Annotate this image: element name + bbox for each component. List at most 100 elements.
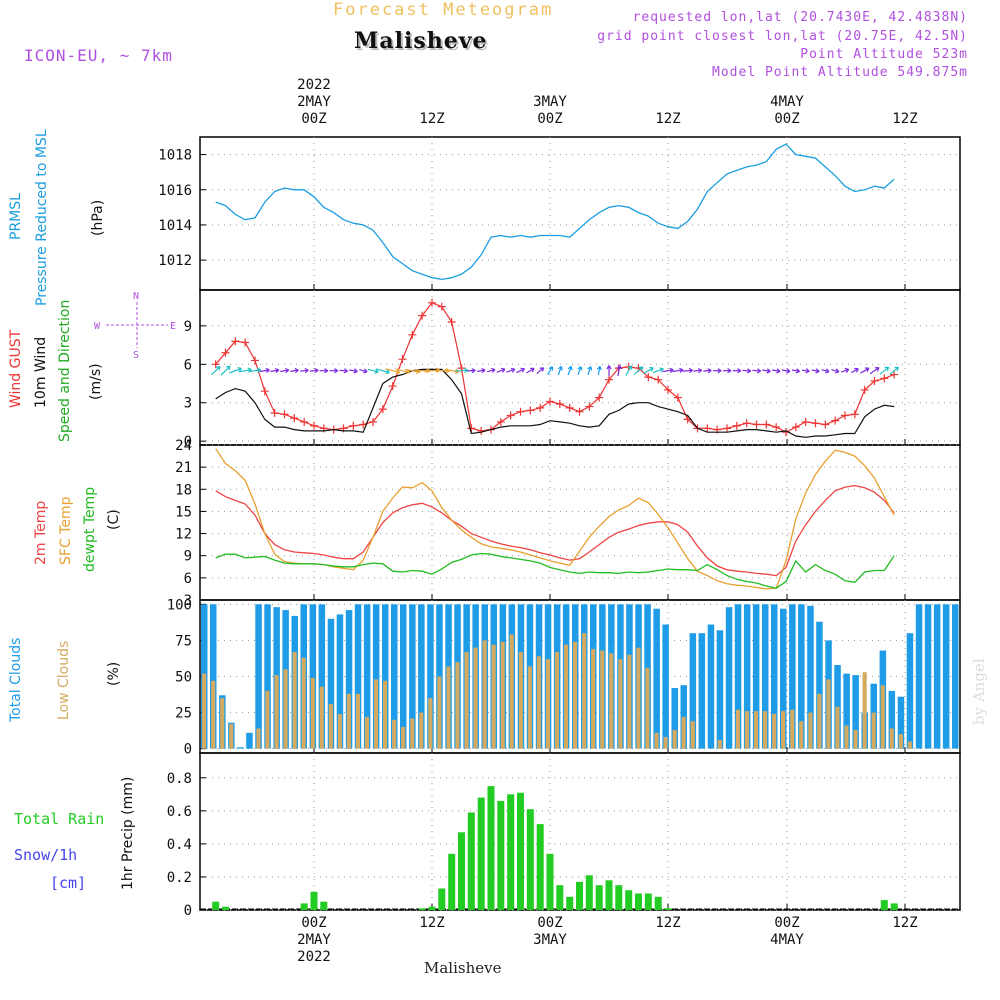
bottom-label-5: 12Z <box>892 915 918 931</box>
low-cloud-bar <box>808 712 813 749</box>
wind-arrow-head <box>314 367 319 374</box>
rain-bar <box>595 885 603 910</box>
wind-arrow-head <box>825 368 830 374</box>
wind-arrow <box>577 366 582 376</box>
total-cloud-bar <box>906 633 914 749</box>
wind-arrow-head <box>805 368 810 374</box>
gust-point <box>221 348 230 357</box>
rain-bar <box>576 881 583 910</box>
low-cloud-bar <box>799 721 804 749</box>
total-cloud-bar <box>725 607 733 749</box>
bottom-label-0: 00Z 2MAY 2022 <box>297 915 331 965</box>
low-cloud-bar <box>862 672 867 749</box>
rain-bar <box>467 812 475 910</box>
total-cloud-bar <box>662 624 669 749</box>
wind-arrow <box>455 369 468 372</box>
wind-arrow <box>467 369 476 372</box>
wind-arrow-head <box>363 368 368 374</box>
wind-arrow <box>300 369 309 372</box>
compass-icon: N S W E <box>92 290 182 361</box>
total-cloud-bar <box>816 621 823 749</box>
wind-arrow-head <box>746 368 752 374</box>
gust-point <box>526 406 535 415</box>
total-cloud-bar <box>318 604 326 749</box>
wind-arrow-head <box>463 367 469 374</box>
site-name: Malisheve <box>354 28 488 54</box>
gust-point <box>506 411 515 420</box>
low-cloud-bar <box>591 649 596 749</box>
wind-arrow-head <box>265 367 270 374</box>
total-cloud-bar <box>789 604 796 749</box>
ytick-label-2-6: 21 <box>175 460 192 476</box>
ytick-label-3-0: 0 <box>184 742 192 758</box>
total-cloud-bar <box>762 604 769 749</box>
gust-point <box>605 375 613 384</box>
low-cloud-bar <box>437 676 442 749</box>
total-cloud-bar <box>409 604 416 749</box>
wind-arrow-head <box>786 368 791 374</box>
wind-arrow <box>349 369 358 372</box>
low-cloud-bar <box>690 721 695 749</box>
wind-arrow <box>703 369 712 372</box>
total-cloud-bar <box>336 614 344 749</box>
wind-arrow-head <box>225 365 231 371</box>
wind-arrow-head <box>491 367 496 373</box>
wind-arrow <box>860 367 870 374</box>
rain-bar <box>300 903 308 910</box>
wind-arrow <box>395 368 410 374</box>
total-cloud-bar <box>427 604 434 749</box>
wind-line <box>215 368 895 438</box>
wind-arrow <box>662 369 674 373</box>
gust-point <box>772 423 781 432</box>
gust-point <box>752 420 761 429</box>
wind-arrow-head <box>471 368 476 374</box>
panel-frame-0 <box>199 136 961 291</box>
rain-bar <box>644 893 652 910</box>
rain-bar <box>517 792 524 910</box>
low-cloud-bar <box>265 690 270 749</box>
gust-point <box>290 414 299 423</box>
low-cloud-bar <box>328 703 333 749</box>
ytick-label-2-0: 3 <box>184 593 192 609</box>
svg-text:S: S <box>133 350 139 360</box>
low-cloud-bar <box>898 734 903 749</box>
wind-arrow <box>752 369 761 372</box>
gust-point <box>536 403 545 412</box>
rain-bar <box>890 903 898 910</box>
low-cloud-bar <box>283 669 288 749</box>
gust-point <box>732 421 741 430</box>
total-cloud-bar <box>771 604 778 749</box>
gust-point <box>850 410 859 419</box>
low-cloud-bar <box>319 686 324 749</box>
wind-arrow-head <box>577 366 583 371</box>
wind-arrow <box>811 369 820 372</box>
low-cloud-bar <box>374 679 379 749</box>
wind-arrow-head <box>520 367 526 373</box>
wind-arrow <box>228 367 242 374</box>
total-cloud-bar <box>807 605 814 749</box>
low-cloud-bar <box>292 652 297 749</box>
wind-arrow <box>290 369 299 372</box>
wind-arrow-head <box>548 366 554 371</box>
low-cloud-bar <box>817 693 822 749</box>
low-cloud-bar <box>256 728 261 749</box>
gust-point <box>369 417 377 426</box>
wind-arrow-head <box>596 365 602 371</box>
gust-point <box>742 419 751 428</box>
gust-point <box>418 311 427 320</box>
total-cloud-bar <box>246 732 253 749</box>
total-cloud-bar <box>210 604 217 749</box>
low-cloud-bar <box>790 709 795 749</box>
wind-arrow <box>547 366 553 376</box>
wind-arrow-head <box>481 367 486 374</box>
wind-arrow-head <box>510 367 516 373</box>
total-cloud-bar <box>843 673 850 749</box>
low-cloud-bar <box>735 709 740 749</box>
ytick-label-3-1: 25 <box>175 706 192 722</box>
total-cloud-bar <box>852 675 859 749</box>
low-cloud-bar <box>482 640 487 749</box>
gust-point <box>762 420 771 429</box>
total-cloud-bar <box>952 604 959 749</box>
wind-arrow-head <box>284 367 290 374</box>
low-cloud-bar <box>636 647 641 749</box>
